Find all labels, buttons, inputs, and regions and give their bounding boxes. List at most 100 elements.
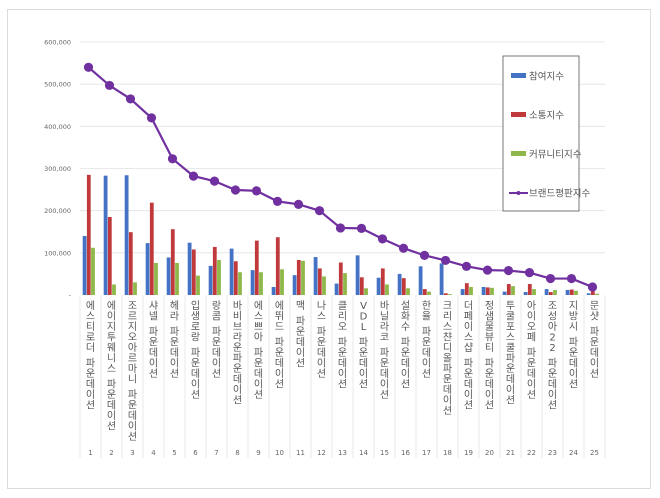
- svg-text:티: 티: [86, 321, 95, 333]
- svg-text:데: 데: [527, 368, 536, 380]
- line-marker: [587, 282, 598, 292]
- bar-community: [532, 289, 536, 295]
- bar-communication: [107, 216, 112, 295]
- svg-text:아: 아: [548, 321, 557, 333]
- svg-text:코: 코: [380, 333, 389, 344]
- category-number: 24: [569, 449, 578, 457]
- svg-text:나: 나: [317, 300, 326, 312]
- svg-text:에: 에: [254, 300, 263, 312]
- svg-text:시: 시: [569, 321, 578, 333]
- svg-text:맥: 맥: [296, 300, 305, 312]
- svg-text:션: 션: [569, 379, 578, 391]
- bar-communication: [128, 232, 133, 295]
- bar-communication: [170, 229, 175, 295]
- svg-text:이: 이: [212, 358, 221, 370]
- svg-text:생: 생: [191, 311, 200, 323]
- category-number: 2: [109, 449, 113, 457]
- line-marker: [104, 80, 115, 91]
- svg-text:로: 로: [191, 322, 200, 333]
- svg-text:데: 데: [401, 358, 410, 370]
- svg-text:파: 파: [443, 363, 452, 375]
- svg-text:파: 파: [317, 326, 326, 338]
- svg-text:파: 파: [422, 326, 431, 338]
- svg-text:랑: 랑: [191, 332, 200, 344]
- svg-text:이: 이: [590, 358, 599, 370]
- svg-text:데: 데: [569, 358, 578, 370]
- y-tick-label: 100,000: [44, 249, 71, 257]
- svg-text:운: 운: [443, 374, 452, 386]
- bar-community: [427, 291, 431, 295]
- line-marker: [335, 223, 346, 233]
- svg-text:파: 파: [233, 353, 242, 365]
- svg-text:샷: 샷: [590, 311, 599, 323]
- legend-label: 참여지수: [529, 71, 564, 83]
- svg-text:파: 파: [380, 347, 389, 359]
- svg-text:운: 운: [212, 337, 221, 349]
- svg-text:이: 이: [464, 389, 473, 401]
- bar-participation: [166, 257, 171, 295]
- line-marker: [83, 62, 94, 72]
- svg-text:션: 션: [443, 405, 452, 417]
- svg-text:운: 운: [527, 358, 536, 370]
- bar-participation: [544, 289, 549, 295]
- svg-text:로: 로: [86, 333, 95, 344]
- svg-text:션: 션: [548, 400, 557, 412]
- svg-text:이: 이: [191, 379, 200, 391]
- bar-communication: [443, 293, 448, 295]
- svg-text:션: 션: [107, 421, 116, 433]
- svg-text:운: 운: [401, 347, 410, 359]
- svg-text:션: 션: [527, 389, 536, 401]
- category-number: 9: [256, 449, 260, 457]
- svg-text:데: 데: [170, 347, 179, 359]
- svg-text:운: 운: [422, 337, 431, 349]
- legend-item: 소통지수: [511, 111, 564, 122]
- category-number: 15: [380, 449, 389, 457]
- svg-text:르: 르: [128, 354, 137, 365]
- svg-text:정: 정: [485, 300, 494, 312]
- bar-community: [490, 287, 494, 295]
- svg-text:스: 스: [107, 363, 116, 375]
- svg-text:션: 션: [317, 368, 326, 380]
- svg-text:아: 아: [527, 300, 536, 312]
- svg-text:운: 운: [296, 326, 305, 338]
- svg-text:이: 이: [107, 311, 116, 323]
- svg-text:파: 파: [149, 326, 158, 338]
- svg-text:션: 션: [485, 400, 494, 412]
- svg-text:이: 이: [380, 379, 389, 391]
- svg-text:운: 운: [338, 347, 347, 359]
- category-number: 10: [275, 449, 284, 457]
- svg-text:이: 이: [359, 368, 368, 380]
- line-marker: [188, 171, 199, 181]
- bar-communication: [212, 246, 217, 295]
- legend-label: 소통지수: [529, 111, 564, 122]
- svg-text:션: 션: [212, 368, 221, 380]
- svg-text:파: 파: [107, 379, 116, 391]
- svg-text:방: 방: [569, 311, 578, 323]
- bar-participation: [187, 242, 192, 295]
- legend-swatch: [511, 112, 526, 117]
- svg-text:운: 운: [506, 363, 515, 375]
- bar-community: [406, 288, 410, 295]
- svg-text:데: 데: [254, 368, 263, 380]
- svg-text:물: 물: [485, 321, 494, 333]
- svg-text:데: 데: [443, 384, 452, 396]
- svg-text:션: 션: [422, 368, 431, 380]
- svg-text:운: 운: [548, 368, 557, 380]
- line-marker: [482, 265, 493, 275]
- svg-text:오: 오: [527, 322, 536, 333]
- svg-text:쁘: 쁘: [254, 322, 263, 333]
- y-tick-label: 200,000: [44, 207, 71, 215]
- svg-text:스: 스: [317, 311, 326, 323]
- svg-text:2: 2: [549, 333, 555, 344]
- line-marker: [419, 250, 430, 260]
- category-number: 17: [422, 449, 431, 457]
- svg-text:션: 션: [380, 389, 389, 401]
